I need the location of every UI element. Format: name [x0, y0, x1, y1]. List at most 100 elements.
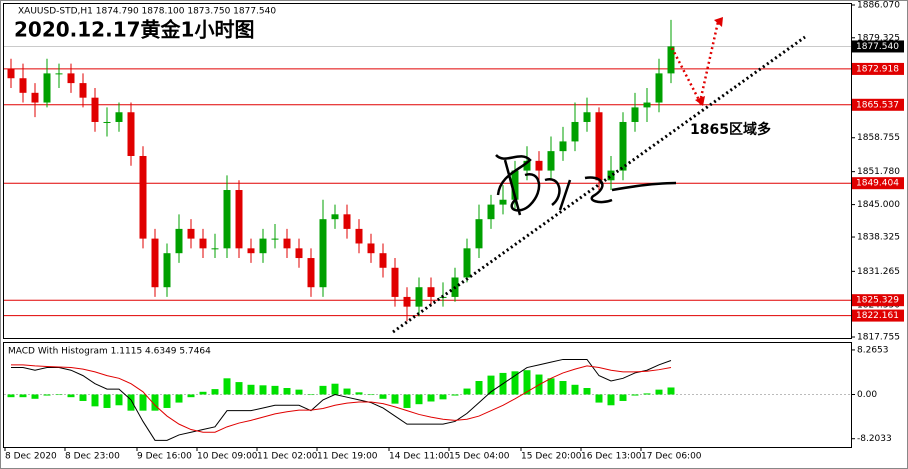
x-tick-label: 10 Dec 09:00 [197, 452, 258, 462]
candle-body [523, 160, 531, 171]
y-tick-label: 1886.070 [857, 1, 900, 11]
candle-body [427, 287, 435, 297]
histogram-bar [667, 387, 675, 395]
candle-body [31, 92, 39, 103]
candle-body [667, 46, 675, 74]
x-tick-label: 9 Dec 16:00 [137, 452, 192, 462]
main-panel [3, 3, 852, 339]
x-tick-label: 15 Dec 04:00 [449, 452, 510, 462]
y-tick-label: 1838.325 [857, 233, 900, 243]
candle-body [79, 83, 87, 98]
candle-body [511, 170, 519, 200]
y-tick-label: 0.00 [857, 390, 877, 400]
histogram-bar [643, 393, 651, 395]
histogram-bar [463, 388, 471, 395]
histogram-bar [187, 394, 195, 398]
histogram-bar [355, 392, 363, 395]
candle-body [571, 121, 579, 142]
histogram-bar [367, 394, 375, 396]
histogram-bar [235, 382, 243, 395]
candle-body [163, 253, 171, 288]
histogram-bar [523, 370, 531, 395]
macd-line [11, 358, 672, 441]
candle-body [19, 78, 27, 93]
candle-body [175, 228, 183, 254]
histogram-bar [175, 394, 183, 403]
histogram-bar [211, 389, 219, 395]
candle-body [331, 214, 339, 220]
histogram-bar [655, 389, 663, 395]
candle-body [199, 238, 207, 249]
x-tick-label: 17 Dec 06:00 [641, 452, 702, 462]
candle-body [475, 219, 483, 249]
candle-body [343, 214, 351, 229]
y-tick-label: 8.2653 [857, 345, 889, 355]
histogram-bar [607, 394, 615, 406]
histogram-bar [43, 394, 51, 396]
y-tick-label: 1831.265 [857, 267, 900, 277]
histogram-bar [79, 394, 87, 401]
annotation: 1865区域多 [690, 121, 771, 138]
candle-body [67, 73, 75, 84]
candle-body [655, 73, 663, 103]
candle-body [583, 112, 591, 122]
histogram-bar [571, 384, 579, 395]
candle-body [619, 121, 627, 171]
histogram-bar [415, 394, 423, 405]
histogram-bar [31, 394, 39, 399]
candle-body [283, 238, 291, 249]
candle-body [259, 238, 267, 254]
title: 2020.12.17黄金1小时图 [14, 18, 254, 42]
histogram-bar [475, 381, 483, 395]
histogram-bar [403, 394, 411, 408]
histogram-bar [7, 394, 15, 398]
candle-body [535, 160, 543, 171]
histogram-bar [55, 394, 63, 396]
candle-body [43, 73, 51, 103]
candle-body [463, 248, 471, 278]
x-tick-label: 8 Dec 2020 [5, 452, 57, 462]
signal-line [11, 364, 672, 433]
candle-body [115, 112, 123, 122]
histogram-bar [163, 394, 171, 408]
arrow-head [695, 96, 705, 106]
y-tick-label: 1817.755 [857, 333, 900, 343]
current-price-box [852, 40, 904, 53]
candle-body [379, 253, 387, 268]
candle-body [391, 267, 399, 297]
level-label: 1825.329 [856, 296, 899, 306]
histogram-bar [379, 394, 387, 399]
candle-body [151, 238, 159, 288]
histogram-bar [547, 378, 555, 395]
macd-title: MACD With Histogram 1.1115 4.6349 5.7464 [8, 347, 211, 357]
candle-body [367, 243, 375, 254]
y-tick-label: -8.2033 [857, 434, 892, 444]
candle-body [247, 248, 255, 254]
y-tick-label: 1845.000 [857, 200, 900, 210]
candle-body [643, 102, 651, 108]
histogram-bar [115, 394, 123, 406]
histogram-bar [19, 394, 27, 398]
candle-body [547, 151, 555, 171]
candle-body [187, 228, 195, 239]
current-price-label: 1877.540 [856, 42, 899, 52]
candle-body [607, 170, 615, 181]
arrow-head [714, 17, 723, 27]
candle-body [403, 296, 411, 307]
candle-body [559, 141, 567, 152]
histogram-bar [223, 378, 231, 395]
candle-body [271, 238, 279, 240]
candle-body [7, 68, 15, 79]
candle-body [355, 228, 363, 244]
histogram-bar [103, 394, 111, 408]
histogram-bar [295, 389, 303, 395]
candle-body [103, 121, 111, 123]
signature [495, 154, 677, 216]
candle-body [631, 107, 639, 122]
histogram-bar [451, 394, 459, 396]
y-tick-label: 1879.325 [857, 33, 900, 43]
histogram-bar [283, 388, 291, 395]
macd-panel [3, 342, 852, 448]
